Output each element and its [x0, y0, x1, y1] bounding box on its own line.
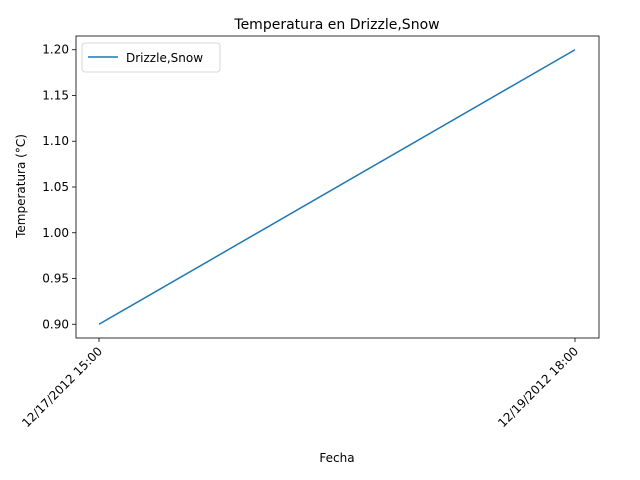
y-tick-label: 1.15	[42, 88, 69, 102]
legend: Drizzle,Snow	[81, 42, 221, 73]
y-axis: 0.90 0.95 1.00 1.05 1.10 1.15 1.20	[42, 43, 76, 331]
legend-label-drizzle-snow: Drizzle,Snow	[126, 51, 203, 65]
x-axis-label: Fecha	[319, 451, 354, 465]
series-line-drizzle-snow	[98, 49, 576, 325]
legend-box	[81, 42, 221, 73]
y-tick-label: 1.20	[42, 43, 69, 57]
y-tick-label: 0.95	[42, 272, 69, 286]
y-tick-label: 0.90	[42, 317, 69, 331]
chart-title: Temperatura en Drizzle,Snow	[233, 17, 439, 33]
y-tick-label: 1.00	[42, 226, 69, 240]
y-tick-label: 1.05	[42, 180, 69, 194]
y-tick-label: 1.10	[42, 134, 69, 148]
y-axis-label: Temperatura (°C)	[14, 134, 28, 239]
series-layer	[98, 49, 576, 325]
